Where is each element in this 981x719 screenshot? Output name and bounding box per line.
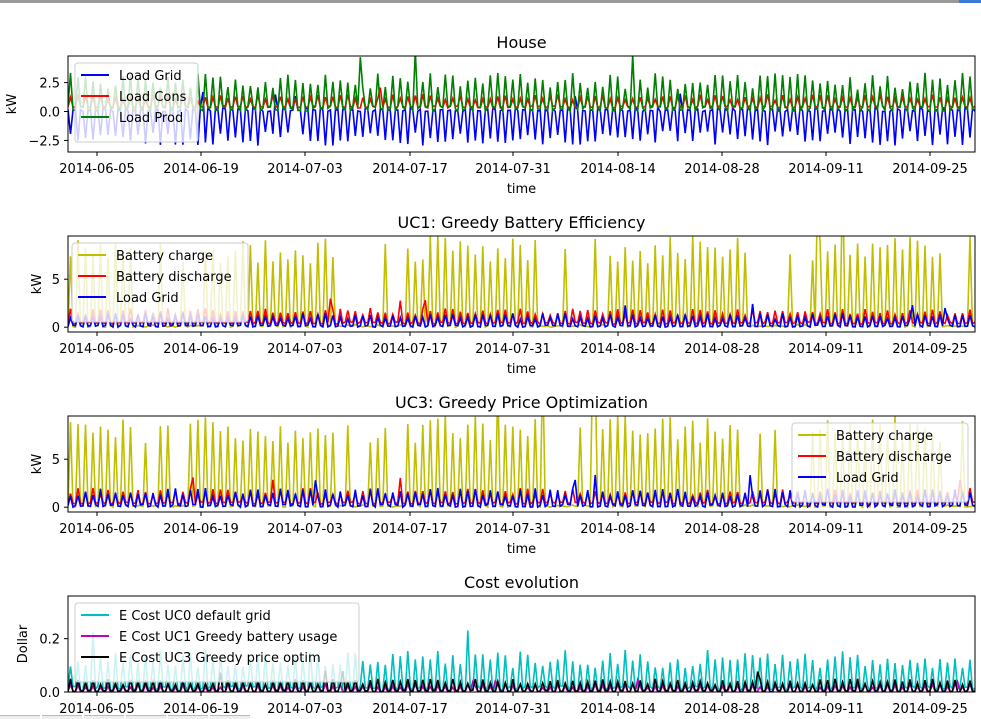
panel-1-ytick-label: 0.0 <box>39 106 60 121</box>
panel-2-xtick-label: 2014-08-14 <box>580 342 656 357</box>
panel-1-xtick-label: 2014-07-17 <box>372 162 448 177</box>
panel-4-title: Cost evolution <box>464 573 579 592</box>
panel-2-xtick-label: 2014-06-19 <box>163 342 239 357</box>
panel-4-legend-label: E Cost UC0 default grid <box>119 609 271 624</box>
panel-1-xtick-label: 2014-06-19 <box>163 162 239 177</box>
panel-3-legend-box <box>791 422 969 503</box>
panel-2-xtick-label: 2014-08-28 <box>684 342 760 357</box>
panel-2-xtick-label: 2014-06-05 <box>59 342 135 357</box>
panel-1-xlabel: time <box>507 182 536 197</box>
toolbar-button[interactable] <box>168 715 208 719</box>
panel-4-ytick-label: 0.2 <box>39 633 60 648</box>
panel-1-xtick-label: 2014-06-05 <box>59 162 135 177</box>
panel-3-xtick-label: 2014-08-28 <box>684 522 760 537</box>
panel-2-xtick-label: 2014-09-11 <box>788 342 864 357</box>
panel-4-xtick-label: 2014-08-28 <box>684 702 760 717</box>
panel-1-ytick-label: 2.5 <box>39 77 60 92</box>
panel-3-ytick-label: 5 <box>52 453 60 468</box>
panel-3-xtick-label: 2014-09-11 <box>788 522 864 537</box>
panel-4-xtick-label: 2014-09-11 <box>788 702 864 717</box>
panel-3-xtick-label: 2014-07-03 <box>267 522 343 537</box>
panel-1-legend-label: Load Grid <box>119 69 182 84</box>
panel-4-xtick-label: 2014-09-25 <box>892 702 968 717</box>
panel-2-legend-label: Battery discharge <box>116 270 232 285</box>
panel-3-title: UC3: Greedy Price Optimization <box>395 393 648 412</box>
panel-1-xtick-label: 2014-09-25 <box>892 162 968 177</box>
panel-2-xtick-label: 2014-09-25 <box>892 342 968 357</box>
toolbar-button[interactable] <box>84 715 124 719</box>
toolbar-button[interactable] <box>0 715 40 719</box>
panel-1-legend-box <box>74 62 199 143</box>
panel-3-ytick-label: 0 <box>52 501 60 516</box>
panel-1-xtick-label: 2014-08-14 <box>580 162 656 177</box>
panel-3-xlabel: time <box>507 542 536 557</box>
panel-1-frame <box>67 55 976 153</box>
panel-3-legend-label: Battery charge <box>836 429 933 444</box>
panel-4-xtick-label: 2014-06-05 <box>59 702 135 717</box>
panel-4-xtick-label: 2014-07-31 <box>475 702 551 717</box>
panel-3-xtick-label: 2014-06-05 <box>59 522 135 537</box>
window-top-bar <box>0 0 981 3</box>
panel-4-xtick-label: 2014-08-14 <box>580 702 656 717</box>
panel-1-legend-label: Load Prod <box>119 111 183 126</box>
panel-1-series-3-line <box>68 56 975 115</box>
toolbar-button[interactable] <box>210 715 250 719</box>
panel-1-series-1-line <box>68 91 975 146</box>
panel-2-ytick-label: 5 <box>52 273 60 288</box>
panel-1-xtick-label: 2014-07-31 <box>475 162 551 177</box>
panel-1-ylabel: kW <box>5 94 20 115</box>
panel-1-legend-label: Load Cons <box>119 90 187 105</box>
panel-2-ytick-label: 0 <box>52 321 60 336</box>
panel-3-series-3-line <box>68 474 975 509</box>
panel-4-legend-label: E Cost UC3 Greedy price optim <box>119 651 321 666</box>
panel-2-title: UC1: Greedy Battery Efficiency <box>398 213 646 232</box>
panel-2-xtick-label: 2014-07-31 <box>475 342 551 357</box>
panel-4-legend-box <box>74 602 360 683</box>
panel-3-xtick-label: 2014-06-19 <box>163 522 239 537</box>
panel-4-xtick-label: 2014-07-17 <box>372 702 448 717</box>
panel-1-xtick-label: 2014-09-11 <box>788 162 864 177</box>
panel-4-ytick-label: 0.0 <box>39 686 60 701</box>
panel-4-xtick-label: 2014-07-03 <box>267 702 343 717</box>
panel-2-xtick-label: 2014-07-03 <box>267 342 343 357</box>
panel-1-ytick-label: −2.5 <box>28 134 60 149</box>
panel-3-legend-label: Load Grid <box>836 471 899 486</box>
panel-2-ylabel: kW <box>30 274 45 295</box>
panel-3-frame <box>67 415 976 513</box>
panel-4-frame <box>67 595 976 693</box>
window-accent <box>959 0 981 3</box>
panel-4-xtick-label: 2014-06-19 <box>163 702 239 717</box>
panel-3-legend-label: Battery discharge <box>836 450 952 465</box>
panel-2-frame <box>67 235 976 333</box>
panel-4-legend-label: E Cost UC1 Greedy battery usage <box>119 630 337 645</box>
panel-2-legend-label: Battery charge <box>116 249 213 264</box>
panel-3-xtick-label: 2014-07-17 <box>372 522 448 537</box>
panel-3-xtick-label: 2014-08-14 <box>580 522 656 537</box>
panel-4-ylabel: Dollar <box>16 624 31 663</box>
panel-3-ylabel: kW <box>30 454 45 475</box>
panel-2-legend-label: Load Grid <box>116 291 179 306</box>
panel-3-series-1-line <box>68 416 975 509</box>
panel-1-title: House <box>496 33 546 52</box>
panel-2-xtick-label: 2014-07-17 <box>372 342 448 357</box>
panel-2-xlabel: time <box>507 362 536 377</box>
toolbar-button[interactable] <box>126 715 166 719</box>
panel-3-xtick-label: 2014-07-31 <box>475 522 551 537</box>
panel-3-xtick-label: 2014-09-25 <box>892 522 968 537</box>
panel-2-legend-box <box>71 242 249 323</box>
panel-1-xtick-label: 2014-08-28 <box>684 162 760 177</box>
panel-1-xtick-label: 2014-07-03 <box>267 162 343 177</box>
toolbar-button[interactable] <box>42 715 82 719</box>
